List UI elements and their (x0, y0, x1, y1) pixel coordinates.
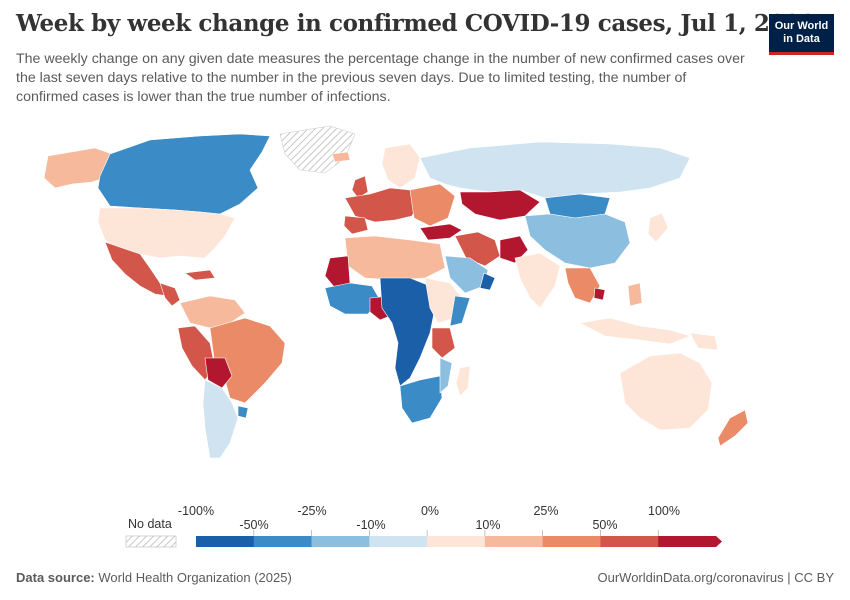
legend-tick-bottom: -10% (356, 518, 385, 532)
logo-line-2: in Data (783, 33, 820, 45)
legend-bins (196, 530, 722, 547)
region-somalia[interactable] (449, 295, 471, 327)
region-madagascar[interactable] (455, 365, 471, 397)
chart-subtitle: The weekly change on any given date meas… (16, 51, 745, 105)
legend-bin[interactable] (600, 536, 659, 547)
region-mexico[interactable] (104, 241, 169, 297)
region-greenland[interactable] (279, 125, 356, 174)
region-russia[interactable] (419, 141, 691, 199)
legend-tick-top: 25% (533, 504, 558, 518)
legend-bin[interactable] (253, 536, 312, 547)
chart-title: Week by week change in confirmed COVID-1… (16, 10, 817, 37)
legend-tick-top: -25% (297, 504, 326, 518)
no-data-label: No data (128, 517, 172, 531)
region-canada[interactable] (97, 133, 271, 215)
legend-bin[interactable] (484, 536, 543, 547)
legend-tick-top: 100% (648, 504, 680, 518)
data-source-label: Data source: (16, 570, 95, 585)
region-cambodia[interactable] (593, 287, 606, 301)
no-data-legend: No data (125, 517, 177, 548)
region-philippines[interactable] (627, 282, 643, 307)
region-india[interactable] (514, 252, 561, 309)
legend-bin[interactable] (542, 536, 601, 547)
legend-tick-bottom: -50% (239, 518, 268, 532)
region-morocco[interactable] (324, 255, 351, 289)
region-southeast-asia[interactable] (564, 267, 601, 304)
logo-line-1: Our World (774, 20, 829, 32)
no-data-swatch (125, 535, 177, 548)
region-oman[interactable] (479, 272, 496, 291)
legend-bin[interactable] (311, 536, 370, 547)
legend-tick-bottom: 10% (475, 518, 500, 532)
region-papua[interactable] (689, 332, 719, 351)
region-japan[interactable] (647, 212, 669, 243)
region-alaska[interactable] (43, 147, 113, 189)
region-mozambique[interactable] (439, 357, 453, 394)
region-argentina[interactable] (202, 379, 239, 459)
region-iceland[interactable] (331, 151, 351, 163)
region-turkey[interactable] (419, 223, 463, 241)
legend-tick-bottom: 50% (592, 518, 617, 532)
legend-bin[interactable] (658, 536, 717, 547)
legend-ticks: -100% -25% 0% 25% 100% -50% -10% 10% 50% (178, 504, 680, 532)
footer-url[interactable]: OurWorldinData.org/coronavirus | CC BY (597, 570, 834, 585)
region-uruguay[interactable] (237, 405, 249, 419)
region-eastern-europe[interactable] (409, 183, 456, 227)
legend-tick-top: -100% (178, 504, 214, 518)
legend-bin[interactable] (427, 536, 486, 547)
region-north-africa[interactable] (344, 235, 446, 281)
legend: No data -100% -25% 0% 25% 100% -50% -10%… (125, 504, 722, 548)
region-china[interactable] (524, 213, 631, 269)
data-source-value[interactable]: World Health Organization (2025) (98, 570, 292, 585)
region-caribbean[interactable] (184, 269, 216, 281)
region-spain[interactable] (343, 215, 369, 235)
owid-logo[interactable]: Our World in Data (769, 14, 834, 55)
data-source: Data source: World Health Organization (… (16, 570, 292, 585)
legend-bin[interactable] (369, 536, 428, 547)
region-central-africa[interactable] (379, 277, 436, 387)
region-north-south-america[interactable] (179, 295, 246, 329)
region-australia[interactable] (619, 352, 713, 431)
region-scandinavia[interactable] (381, 143, 421, 189)
region-central-america[interactable] (159, 282, 181, 307)
legend-arrow (716, 536, 722, 547)
region-indonesia[interactable] (579, 317, 691, 345)
region-new-zealand[interactable] (717, 409, 749, 447)
legend-bin[interactable] (196, 536, 255, 547)
region-southern-africa[interactable] (399, 375, 443, 424)
legend-tick-top: 0% (421, 504, 439, 518)
region-bolivia[interactable] (204, 357, 233, 389)
region-tanzania[interactable] (431, 327, 456, 359)
world-map[interactable] (0, 118, 850, 498)
